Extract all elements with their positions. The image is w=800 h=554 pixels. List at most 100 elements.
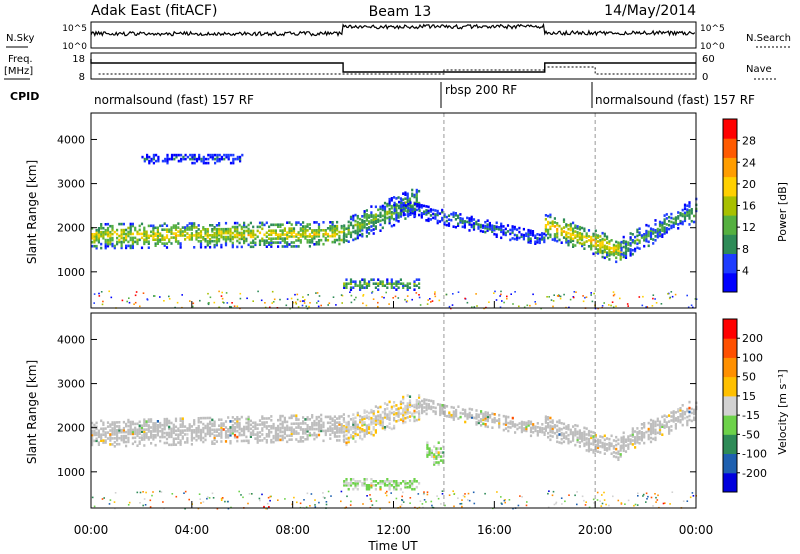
power-cell bbox=[356, 222, 359, 226]
power-cell bbox=[409, 205, 412, 208]
power-cell bbox=[236, 155, 239, 159]
velocity-cell bbox=[247, 419, 250, 423]
power-cell bbox=[652, 294, 655, 296]
power-cell bbox=[109, 238, 112, 242]
power-cell bbox=[157, 157, 160, 161]
velocity-cell bbox=[154, 443, 157, 447]
power-cell bbox=[461, 217, 464, 221]
velocity-cell bbox=[681, 411, 684, 415]
power-cell bbox=[283, 241, 286, 244]
power-cell bbox=[156, 232, 159, 235]
power-cell bbox=[560, 231, 563, 235]
velocity-cell bbox=[247, 425, 250, 429]
power-cell bbox=[163, 300, 165, 302]
power-cell bbox=[218, 227, 221, 231]
velocity-cell bbox=[313, 427, 316, 431]
power-cell bbox=[256, 229, 259, 233]
velocity-cell bbox=[681, 404, 684, 407]
velocity-cell bbox=[116, 425, 119, 428]
power-cell bbox=[215, 241, 218, 245]
power-cell bbox=[211, 153, 214, 157]
power-cell bbox=[343, 234, 346, 237]
velocity-cell bbox=[179, 439, 182, 442]
velocity-cell bbox=[539, 430, 542, 434]
velocity-cell bbox=[113, 423, 116, 426]
power-cell bbox=[238, 231, 241, 235]
velocity-cell bbox=[658, 424, 662, 428]
power-cell bbox=[409, 201, 412, 204]
power-cell bbox=[365, 209, 368, 212]
velocity-cell bbox=[693, 408, 696, 412]
velocity-cell bbox=[129, 422, 132, 426]
velocity-cell bbox=[406, 412, 409, 415]
velocity-cell bbox=[91, 431, 94, 435]
power-cell bbox=[299, 229, 302, 232]
power-cell bbox=[638, 241, 641, 244]
velocity-cell bbox=[274, 438, 277, 442]
power-cell bbox=[324, 238, 327, 242]
power-cell bbox=[215, 243, 218, 247]
velocity-cell bbox=[102, 431, 105, 434]
velocity-cell bbox=[338, 427, 341, 430]
power-cell bbox=[281, 245, 284, 248]
power-cell bbox=[583, 243, 586, 246]
power-cell bbox=[324, 232, 327, 236]
power-cell bbox=[179, 230, 182, 233]
velocity-cell bbox=[359, 436, 362, 440]
velocity-cell bbox=[211, 422, 214, 426]
velocity-cell bbox=[286, 440, 289, 444]
velocity-cell bbox=[658, 420, 662, 424]
power-cell bbox=[288, 229, 291, 232]
velocity-cell bbox=[457, 497, 459, 499]
velocity-cell bbox=[270, 440, 273, 444]
velocity-cell bbox=[383, 414, 387, 417]
velocity-cell bbox=[245, 417, 248, 421]
power-cell bbox=[572, 296, 575, 299]
velocity-cell bbox=[317, 421, 321, 425]
velocity-cell bbox=[368, 423, 371, 427]
velocity-cell bbox=[652, 421, 655, 425]
velocity-cell bbox=[368, 485, 371, 489]
velocity-cell bbox=[649, 432, 653, 436]
velocity-cell bbox=[408, 411, 412, 414]
power-cell bbox=[374, 205, 377, 209]
power-cell bbox=[402, 207, 405, 211]
power-cell bbox=[207, 303, 210, 306]
power-cell bbox=[222, 237, 225, 241]
power-cell bbox=[581, 244, 584, 248]
power-cell bbox=[304, 225, 307, 228]
velocity-cell bbox=[236, 429, 239, 433]
velocity-cell bbox=[213, 436, 216, 439]
power-cell bbox=[686, 214, 689, 217]
power-cell bbox=[331, 240, 334, 244]
velocity-cell bbox=[340, 431, 343, 434]
velocity-cell bbox=[251, 493, 253, 495]
power-cell bbox=[177, 222, 180, 225]
power-cell bbox=[231, 302, 233, 304]
velocity-cell bbox=[532, 431, 535, 434]
velocity-cell bbox=[596, 446, 600, 450]
power-cell bbox=[397, 214, 400, 217]
power-cell bbox=[615, 252, 618, 256]
velocity-cell bbox=[347, 430, 350, 434]
power-cell bbox=[499, 295, 501, 297]
velocity-cell bbox=[204, 432, 207, 436]
velocity-cell bbox=[154, 436, 157, 439]
velocity-cell bbox=[386, 407, 389, 410]
power-cell bbox=[306, 307, 309, 310]
power-cell bbox=[400, 205, 403, 208]
power-cell bbox=[671, 295, 674, 298]
power-cell bbox=[668, 215, 671, 219]
velocity-cell bbox=[361, 437, 364, 441]
power-cell bbox=[120, 240, 123, 244]
velocity-cell bbox=[606, 449, 609, 452]
power-cell bbox=[654, 219, 657, 222]
power-cell bbox=[513, 237, 516, 241]
power-cell bbox=[647, 230, 650, 234]
power-cell bbox=[274, 237, 277, 240]
power-cell bbox=[252, 225, 255, 229]
power-cell bbox=[349, 286, 353, 289]
velocity-cell bbox=[413, 478, 416, 481]
power-cell bbox=[683, 215, 687, 219]
power-cell bbox=[249, 233, 252, 237]
